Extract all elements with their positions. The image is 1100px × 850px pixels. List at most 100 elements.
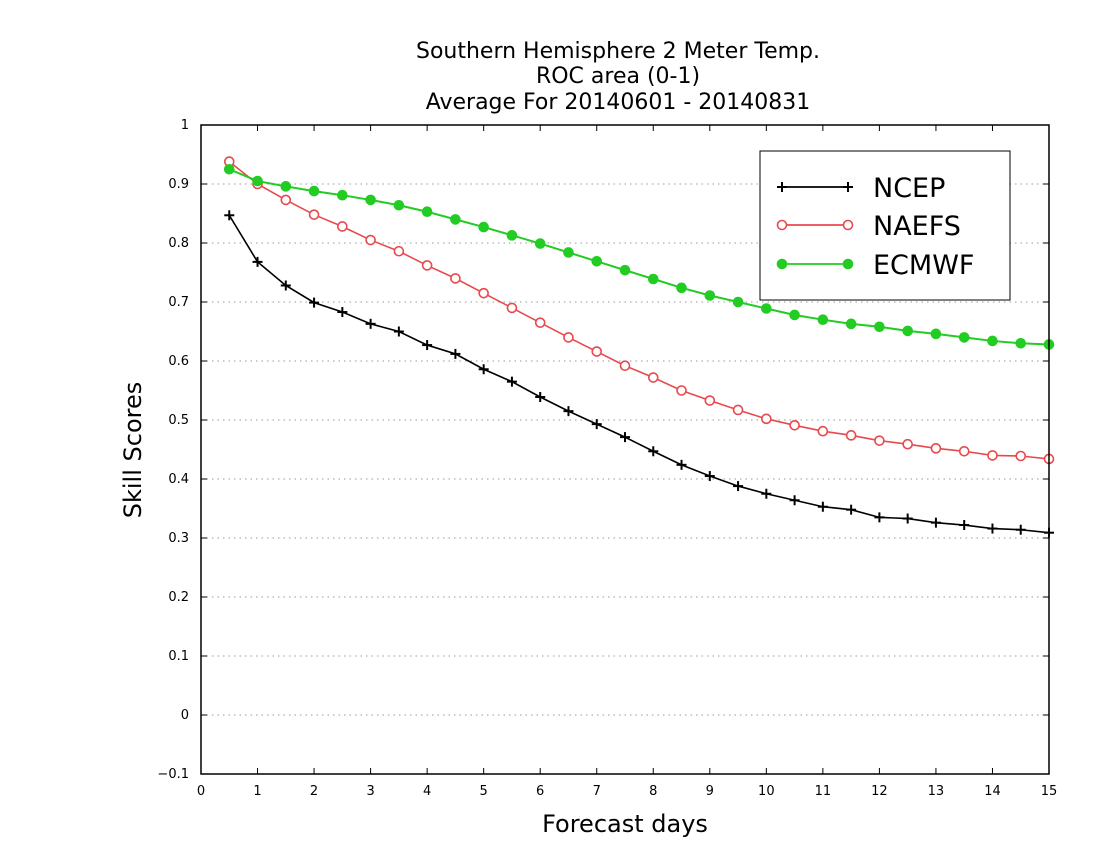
x-tick-label: 1 <box>253 784 261 799</box>
y-tick-label: 0 <box>181 708 189 723</box>
x-axis: 0 1 2 3 4 5 6 7 8 9 10 11 12 13 14 15 <box>197 125 1057 799</box>
x-tick-label: 12 <box>871 784 888 799</box>
data-point-ecmwf <box>902 325 913 337</box>
data-point-ncep <box>959 520 970 531</box>
chart-title-line-1: Southern Hemisphere 2 Meter Temp. <box>416 39 820 64</box>
x-tick-label: 14 <box>984 784 1001 799</box>
legend-swatch-marker <box>842 258 854 270</box>
data-point-ecmwf <box>732 296 744 308</box>
data-point-naefs <box>1015 450 1027 462</box>
y-tick-label: 0.3 <box>168 531 189 546</box>
data-point-naefs <box>845 430 857 441</box>
data-point-naefs <box>450 273 461 284</box>
data-point-ncep <box>535 391 546 402</box>
data-point-ecmwf <box>421 206 433 218</box>
x-tick-label: 13 <box>928 784 945 799</box>
y-tick-label: 0.2 <box>168 590 189 605</box>
data-point-naefs <box>732 404 744 416</box>
data-point-naefs <box>534 317 546 328</box>
data-point-ecmwf <box>958 332 970 343</box>
data-point-ncep <box>252 256 263 267</box>
data-point-ncep <box>817 501 828 512</box>
legend-item-ecmwf: ECMWF <box>776 250 974 281</box>
x-tick-label: 10 <box>758 784 775 799</box>
data-point-naefs <box>337 221 348 232</box>
data-point-naefs <box>393 245 405 257</box>
data-point-ncep <box>591 419 602 430</box>
data-point-ecmwf <box>647 273 659 285</box>
legend-swatch-marker <box>776 219 788 231</box>
data-point-ncep <box>337 307 348 318</box>
data-point-ncep <box>846 504 857 515</box>
data-point-naefs <box>421 260 433 271</box>
data-point-ecmwf <box>704 290 716 301</box>
data-point-naefs <box>958 445 970 457</box>
data-point-ecmwf <box>789 309 800 321</box>
data-point-ecmwf <box>223 163 235 175</box>
data-point-naefs <box>676 385 687 396</box>
legend-label: NAEFS <box>873 211 961 242</box>
data-point-ncep <box>704 471 715 482</box>
data-point-ecmwf <box>761 303 772 314</box>
y-tick-label: 0.9 <box>168 177 189 192</box>
data-point-ncep <box>365 318 376 329</box>
data-point-ncep <box>648 446 659 457</box>
data-point-naefs <box>308 209 320 220</box>
data-point-naefs <box>280 194 292 206</box>
x-tick-label: 7 <box>593 784 601 799</box>
data-point-ecmwf <box>845 318 857 330</box>
legend-swatch-marker <box>843 182 853 192</box>
data-point-naefs <box>817 425 829 437</box>
data-point-naefs <box>591 346 603 357</box>
legend-swatch-marker <box>777 182 787 192</box>
x-tick-label: 9 <box>706 784 714 799</box>
x-tick-label: 2 <box>310 784 318 799</box>
data-point-ncep <box>930 517 941 528</box>
data-point-ncep <box>450 348 461 359</box>
data-point-naefs <box>874 435 885 446</box>
x-tick-label: 11 <box>815 784 832 799</box>
data-point-ecmwf <box>987 335 998 347</box>
data-point-ncep <box>987 523 998 534</box>
x-axis-label: Forecast days <box>542 810 708 838</box>
data-point-naefs <box>478 287 489 299</box>
y-tick-label: 0.8 <box>168 236 189 251</box>
x-tick-label: 6 <box>536 784 544 799</box>
data-point-ncep <box>902 513 913 524</box>
data-point-ncep <box>224 210 235 221</box>
data-point-ecmwf <box>450 214 461 225</box>
series-ncep <box>224 210 1054 538</box>
data-point-naefs <box>789 420 800 431</box>
data-point-ncep <box>478 364 489 375</box>
data-point-ncep <box>280 280 291 291</box>
chart-title-line-3: Average For 20140601 - 20140831 <box>426 90 811 115</box>
data-point-ecmwf <box>874 321 885 333</box>
data-point-ecmwf <box>534 238 546 249</box>
data-point-ecmwf <box>563 247 574 258</box>
data-point-ecmwf <box>478 221 489 233</box>
data-point-ncep <box>309 297 320 308</box>
data-point-ncep <box>393 326 404 337</box>
data-point-ecmwf <box>393 199 405 211</box>
series-ecmwf <box>223 163 1055 350</box>
data-point-naefs <box>506 302 518 314</box>
data-point-ecmwf <box>337 189 348 201</box>
data-point-ecmwf <box>930 328 942 340</box>
y-tick-label: 0.6 <box>168 354 189 369</box>
y-tick-label: −0.1 <box>157 767 189 782</box>
y-axis-label: Skill Scores <box>119 382 147 519</box>
data-point-naefs <box>930 443 942 454</box>
y-tick-label: 0.4 <box>168 472 189 487</box>
data-point-ecmwf <box>817 314 829 326</box>
legend-item-naefs: NAEFS <box>776 211 961 242</box>
y-tick-label: 0.5 <box>168 413 189 428</box>
y-tick-label: 1 <box>181 118 189 133</box>
data-point-ecmwf <box>619 264 631 276</box>
x-tick-label: 8 <box>649 784 657 799</box>
data-point-ecmwf <box>280 181 292 192</box>
legend: NCEP NAEFS ECMWF <box>759 150 1011 301</box>
legend-label: ECMWF <box>873 250 974 281</box>
chart-title: Southern Hemisphere 2 Meter Temp. ROC ar… <box>416 39 820 115</box>
data-point-ncep <box>733 481 744 492</box>
